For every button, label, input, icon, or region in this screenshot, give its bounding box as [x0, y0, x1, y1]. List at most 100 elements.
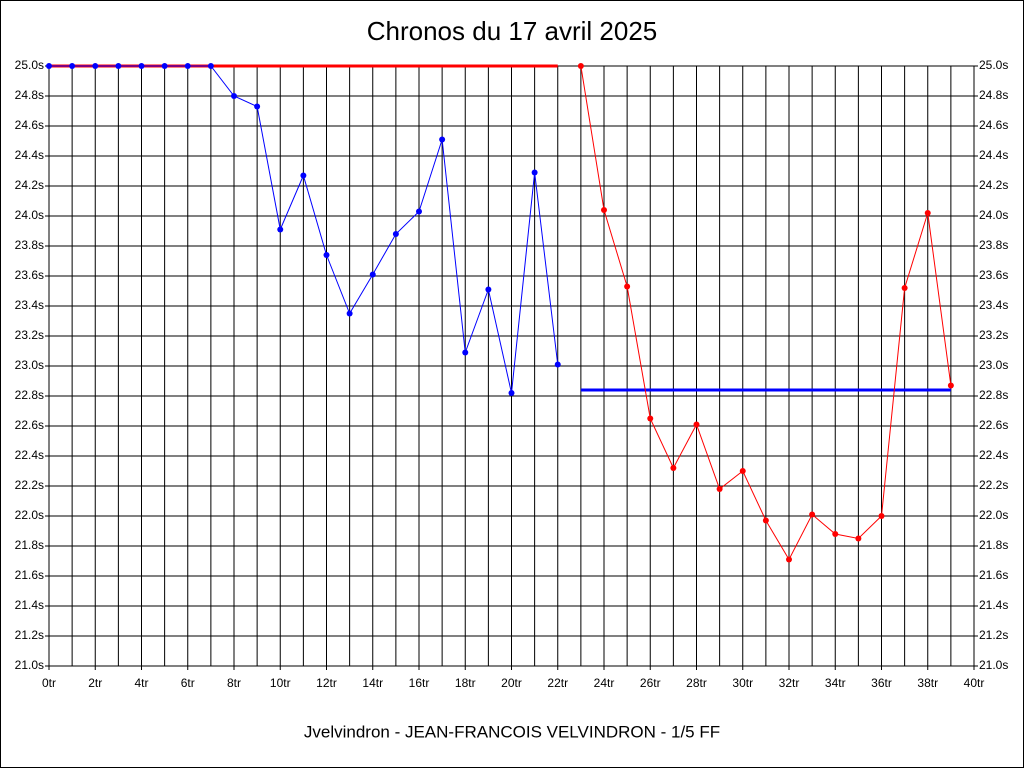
data-point: [369, 271, 376, 278]
y2-tick-label: 22.6s: [979, 418, 1008, 432]
x-tick-label: 6tr: [181, 676, 195, 690]
y2-tick-label: 21.2s: [979, 628, 1008, 642]
y-tick-label: 22.4s: [15, 448, 44, 462]
data-point: [92, 63, 99, 69]
data-point: [947, 382, 954, 389]
data-point: [462, 349, 469, 356]
data-point: [161, 63, 168, 69]
y2-tick-label: 24.0s: [979, 208, 1008, 222]
y-tick-label: 24.0s: [15, 208, 44, 222]
x-tick-label: 8tr: [227, 676, 241, 690]
y2-tick-label: 24.6s: [979, 118, 1008, 132]
y-tick-label: 24.8s: [15, 88, 44, 102]
data-point: [832, 531, 839, 537]
x-tick-label: 28tr: [686, 676, 707, 690]
data-point: [207, 63, 214, 69]
data-point: [762, 517, 769, 524]
y-tick-label: 23.8s: [15, 238, 44, 252]
data-point: [924, 210, 931, 216]
x-tick-label: 18tr: [455, 676, 476, 690]
data-point: [624, 283, 631, 290]
y-tick-label: 21.8s: [15, 538, 44, 552]
y2-tick-label: 22.0s: [979, 508, 1008, 522]
data-point: [670, 465, 677, 471]
x-tick-label: 0tr: [42, 676, 56, 690]
x-tick-label: 34tr: [825, 676, 846, 690]
y-tick-label: 22.6s: [15, 418, 44, 432]
y-tick-label: 22.2s: [15, 478, 44, 492]
data-point: [115, 63, 122, 69]
chart-subtitle: Jvelvindron - JEAN-FRANCOIS VELVINDRON -…: [304, 722, 720, 741]
x-tick-label: 32tr: [779, 676, 800, 690]
y-tick-label: 24.4s: [15, 148, 44, 162]
data-point: [601, 207, 607, 213]
y-tick-label: 21.4s: [15, 598, 44, 612]
y2-tick-label: 22.2s: [979, 478, 1008, 492]
y-tick-label: 21.0s: [15, 658, 44, 672]
y2-tick-label: 25.0s: [979, 58, 1008, 72]
y-tick-label: 23.0s: [15, 358, 44, 372]
data-point: [254, 103, 261, 110]
y-tick-label: 24.2s: [15, 178, 44, 192]
data-point: [716, 486, 723, 492]
data-point: [878, 513, 885, 519]
x-tick-label: 4tr: [134, 676, 148, 690]
x-tick-label: 40tr: [964, 676, 985, 690]
x-tick-label: 20tr: [501, 676, 522, 690]
y-tick-label: 25.0s: [15, 58, 44, 72]
data-point: [531, 169, 538, 176]
y2-tick-label: 22.8s: [979, 388, 1008, 402]
data-point: [69, 63, 76, 69]
data-point: [693, 421, 700, 428]
data-point: [508, 390, 515, 396]
y2-tick-label: 23.8s: [979, 238, 1008, 252]
y-tick-label: 23.6s: [15, 268, 44, 282]
y-tick-label: 22.0s: [15, 508, 44, 522]
y2-tick-label: 23.4s: [979, 298, 1008, 312]
x-tick-label: 36tr: [871, 676, 892, 690]
data-point: [647, 415, 654, 422]
data-point: [485, 286, 492, 293]
x-tick-label: 22tr: [547, 676, 568, 690]
data-point: [138, 63, 145, 69]
y-tick-label: 21.2s: [15, 628, 44, 642]
y2-tick-label: 24.4s: [979, 148, 1008, 162]
data-point: [809, 511, 816, 518]
data-point: [416, 208, 422, 215]
y2-tick-label: 21.6s: [979, 568, 1008, 582]
data-point: [346, 310, 353, 317]
y2-tick-label: 22.4s: [979, 448, 1008, 462]
data-point: [46, 63, 52, 69]
chart-title: Chronos du 17 avril 2025: [367, 16, 658, 46]
data-point: [554, 361, 561, 368]
y-tick-label: 24.6s: [15, 118, 44, 132]
y2-tick-label: 24.8s: [979, 88, 1008, 102]
x-tick-label: 14tr: [362, 676, 383, 690]
y2-tick-label: 23.6s: [979, 268, 1008, 282]
y2-tick-label: 23.0s: [979, 358, 1008, 372]
y2-tick-label: 23.2s: [979, 328, 1008, 342]
x-tick-label: 38tr: [917, 676, 938, 690]
x-tick-label: 2tr: [88, 676, 102, 690]
x-tick-label: 10tr: [270, 676, 291, 690]
x-tick-label: 12tr: [316, 676, 337, 690]
y-tick-label: 23.4s: [15, 298, 44, 312]
data-point: [231, 93, 237, 99]
data-point: [786, 556, 792, 563]
data-point: [392, 231, 399, 237]
data-point: [577, 63, 584, 69]
y-tick-label: 23.2s: [15, 328, 44, 342]
y-tick-label: 21.6s: [15, 568, 44, 582]
data-point: [184, 63, 191, 69]
y2-tick-label: 21.8s: [979, 538, 1008, 552]
data-point: [855, 535, 862, 542]
y2-tick-label: 21.4s: [979, 598, 1008, 612]
y2-tick-label: 24.2s: [979, 178, 1008, 192]
x-tick-label: 26tr: [640, 676, 661, 690]
y-tick-label: 22.8s: [15, 388, 44, 402]
x-tick-label: 16tr: [409, 676, 430, 690]
x-tick-label: 30tr: [732, 676, 753, 690]
data-point: [300, 172, 307, 179]
